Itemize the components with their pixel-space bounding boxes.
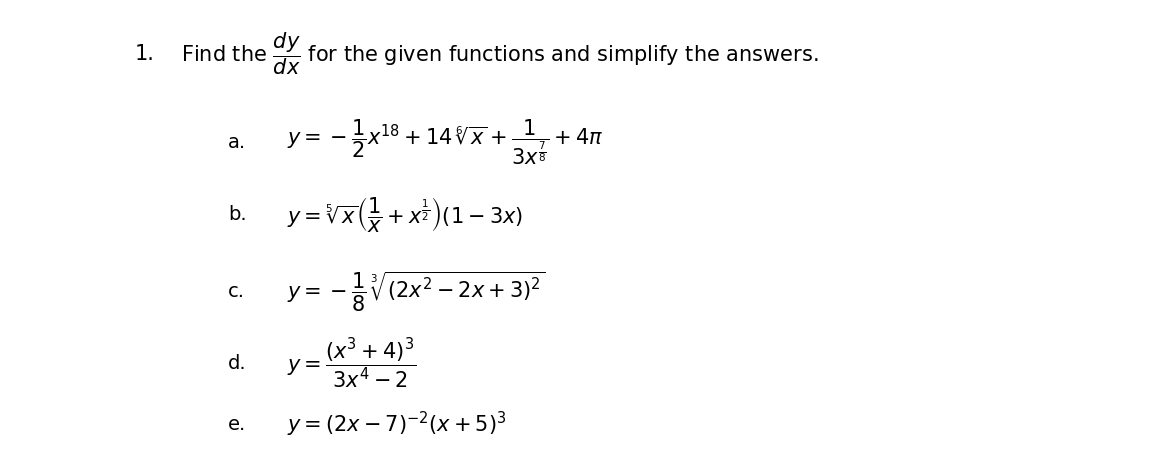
Text: $y = \dfrac{(x^3 + 4)^3}{3x^4 - 2}$: $y = \dfrac{(x^3 + 4)^3}{3x^4 - 2}$	[287, 336, 415, 390]
Text: d.: d.	[228, 354, 247, 373]
Text: $y = (2x - 7)^{-2}(x + 5)^3$: $y = (2x - 7)^{-2}(x + 5)^3$	[287, 410, 507, 438]
Text: b.: b.	[228, 205, 247, 224]
Text: $y = -\dfrac{1}{2}x^{18} + 14\,\sqrt[6]{x} + \dfrac{1}{3x^{\frac{7}{8}}} + 4\pi$: $y = -\dfrac{1}{2}x^{18} + 14\,\sqrt[6]{…	[287, 117, 603, 167]
Text: 1.: 1.	[135, 44, 154, 64]
Text: e.: e.	[228, 414, 247, 433]
Text: $y = -\dfrac{1}{8}\,\sqrt[3]{(2x^2 - 2x + 3)^2}$: $y = -\dfrac{1}{8}\,\sqrt[3]{(2x^2 - 2x …	[287, 269, 545, 313]
Text: $y = \sqrt[5]{x}\left(\dfrac{1}{x} + x^{\frac{1}{2}}\right)(1 - 3x)$: $y = \sqrt[5]{x}\left(\dfrac{1}{x} + x^{…	[287, 195, 523, 234]
Text: c.: c.	[228, 281, 246, 300]
Text: Find the $\dfrac{dy}{dx}$ for the given functions and simplify the answers.: Find the $\dfrac{dy}{dx}$ for the given …	[181, 31, 819, 77]
Text: a.: a.	[228, 133, 246, 152]
